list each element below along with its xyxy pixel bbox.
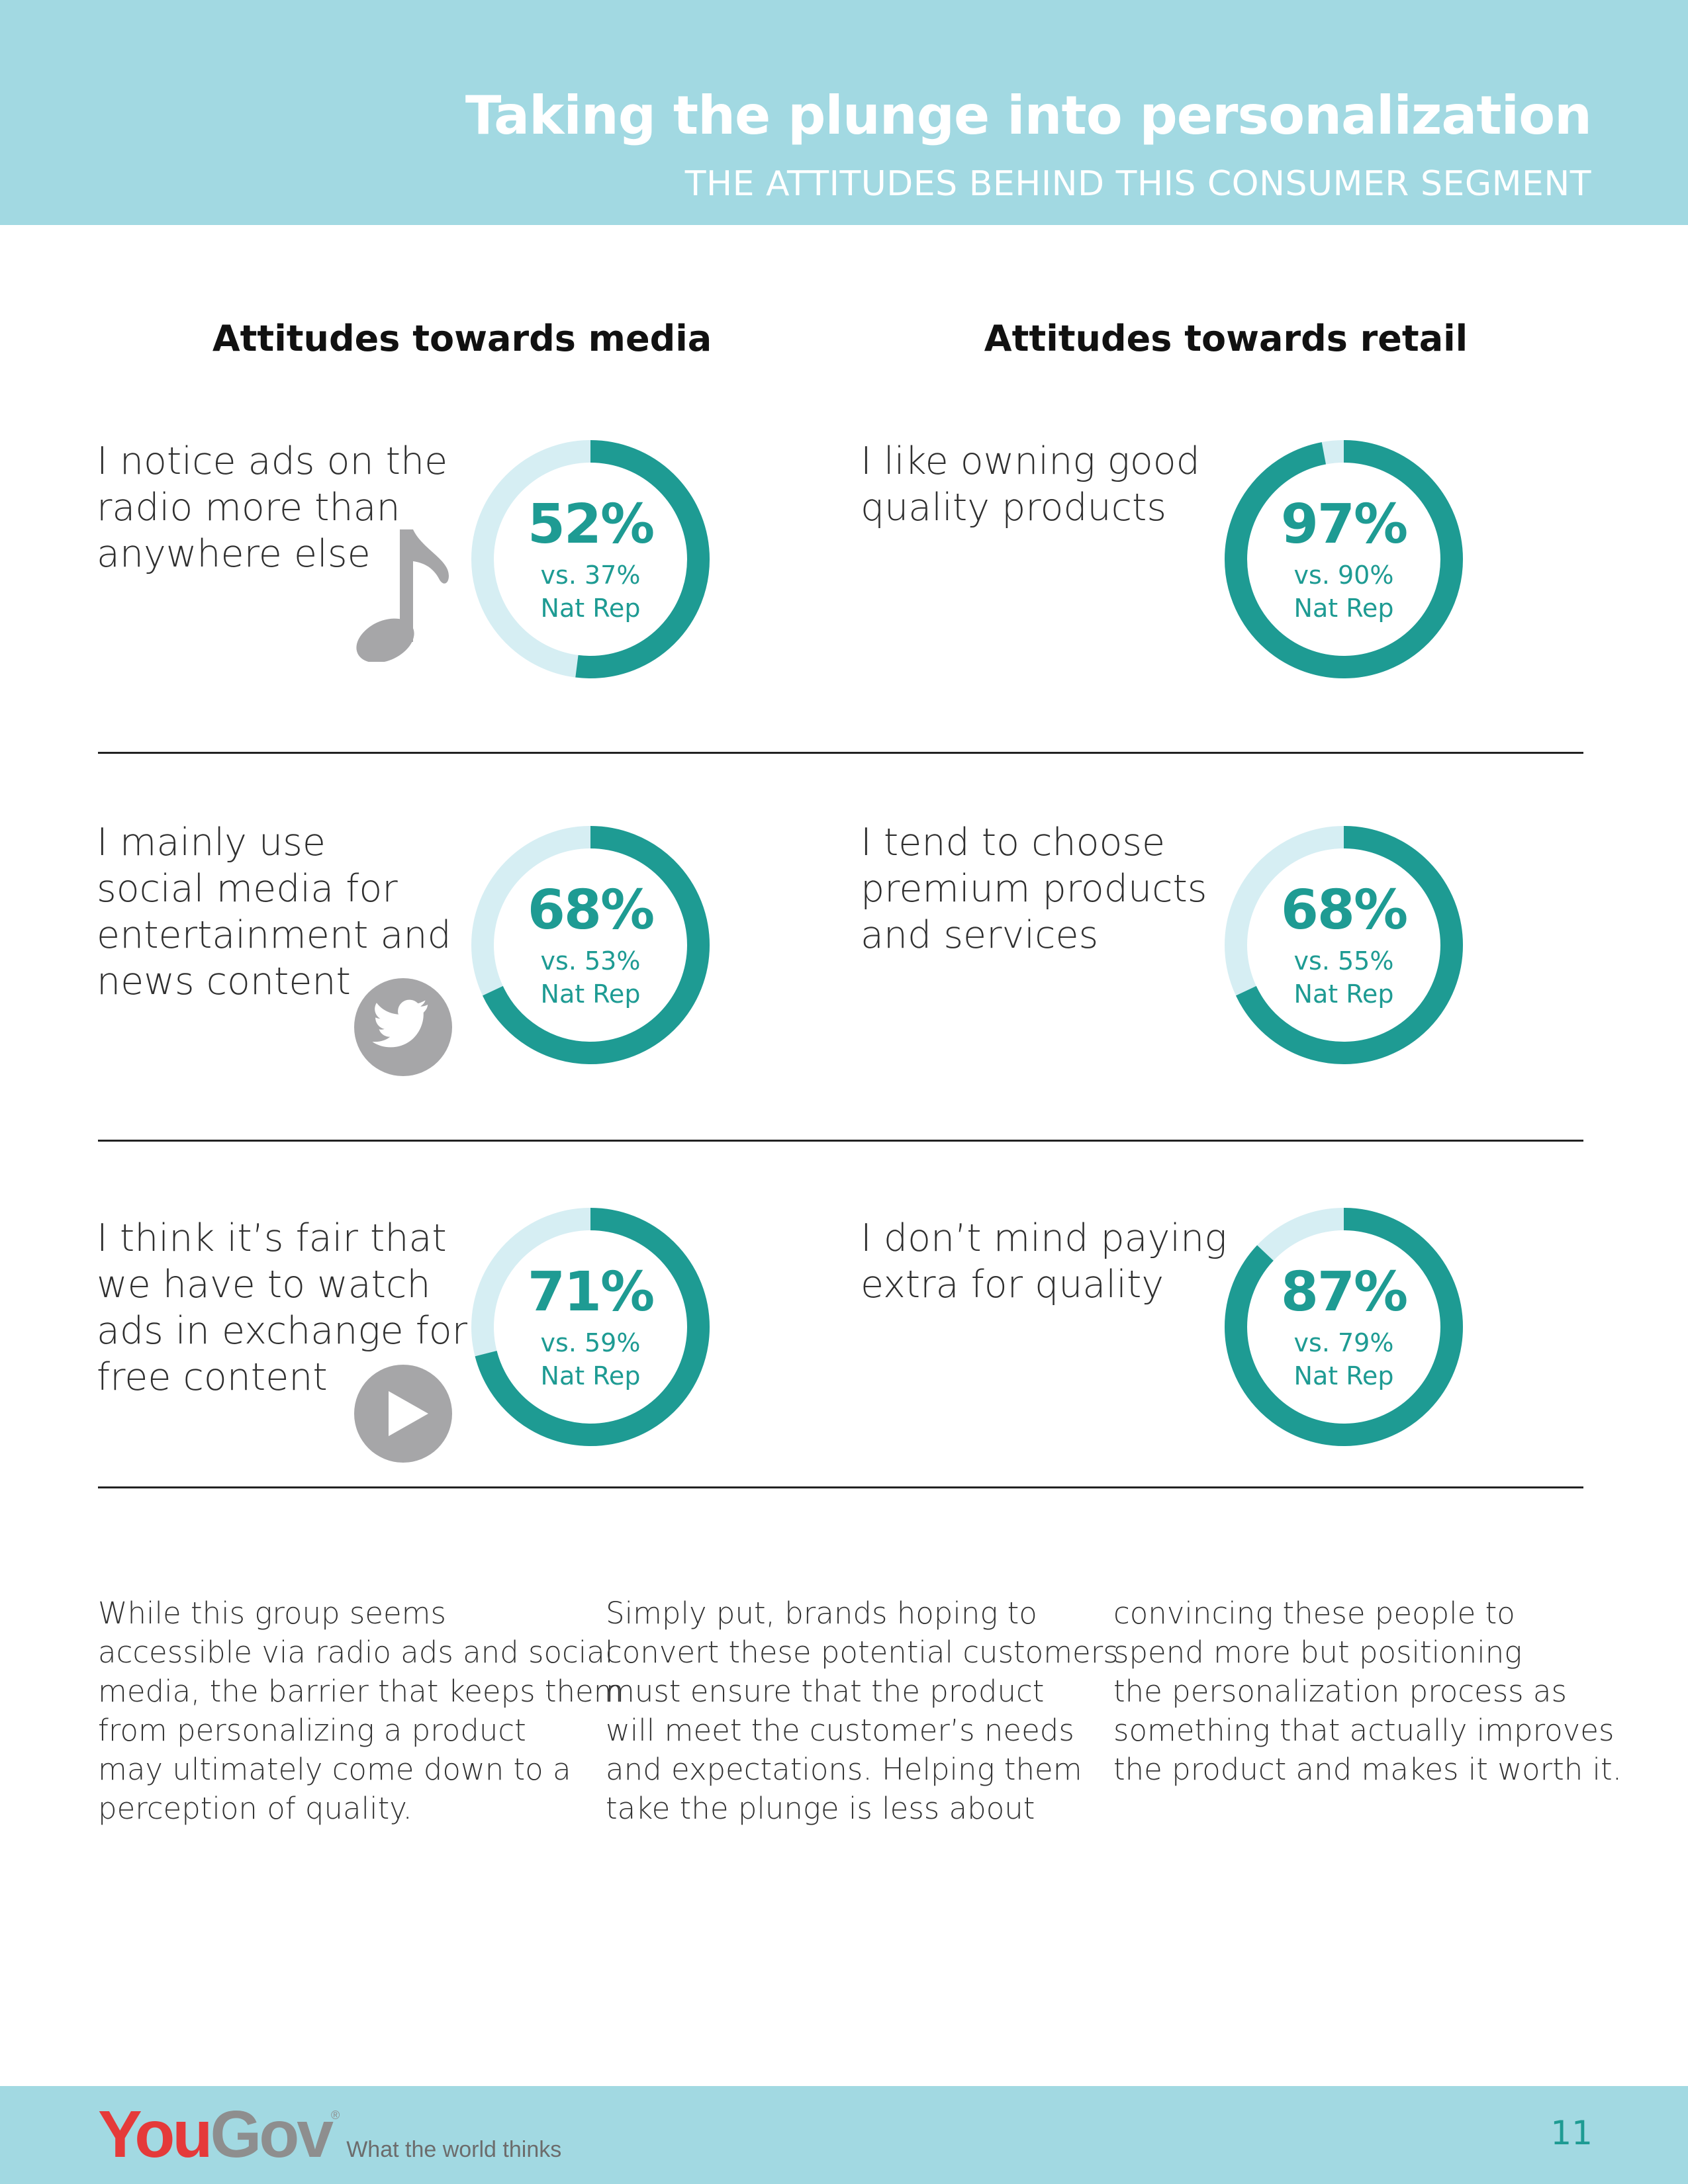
statement-line: I mainly use — [97, 821, 326, 864]
page-subtitle: THE ATTITUDES BEHIND THIS CONSUMER SEGME… — [684, 164, 1591, 204]
statement-line: I like owning good — [861, 439, 1200, 483]
statement-line: I don’t mind paying — [861, 1216, 1227, 1260]
statement-line: I tend to choose — [861, 821, 1166, 864]
donut-chart: 87% vs. 79% Nat Rep — [1225, 1208, 1463, 1446]
donut-comparison: vs. 53% — [540, 946, 641, 976]
media-statement-2: I mainly use social media for entertainm… — [97, 819, 451, 1005]
media-statement-3: I think it’s fair that we have to watch … — [97, 1215, 467, 1400]
donut-percent: 87% — [1280, 1261, 1408, 1324]
paragraph-line: something that actually improves — [1113, 1713, 1615, 1748]
donut-ring — [471, 440, 710, 678]
media-statement-1: I notice ads on the radio more than anyw… — [97, 438, 447, 577]
donut-comparison: vs. 59% — [540, 1328, 641, 1357]
donut-value-arc — [1225, 826, 1463, 1064]
paragraph-line: and expectations. Helping them — [606, 1752, 1082, 1787]
donut-value-arc — [1225, 440, 1463, 678]
donut-comparison: vs. 55% — [1293, 946, 1394, 976]
statement-line: I think it’s fair that — [97, 1216, 447, 1260]
paragraph-line: the product and makes it worth it. — [1113, 1752, 1622, 1787]
donut-percent: 68% — [527, 879, 655, 942]
media-column-heading: Attitudes towards media — [212, 318, 712, 359]
yougov-logo: YouGov® What the world thinks — [98, 2097, 561, 2173]
logo-gov: Gov — [210, 2097, 333, 2171]
donut-comparison: vs. 79% — [1293, 1328, 1394, 1357]
paragraph-line: While this group seems — [98, 1596, 446, 1631]
statement-line: quality products — [861, 486, 1167, 529]
donut-nat-rep-label: Nat Rep — [540, 1361, 641, 1390]
statement-line: ads in exchange for — [97, 1309, 468, 1353]
statement-line: radio more than — [97, 486, 400, 529]
page-header: Taking the plunge into personalization T… — [0, 0, 1688, 225]
statement-line: premium products — [861, 867, 1207, 911]
logo-tagline: What the world thinks — [346, 2137, 562, 2162]
donut-chart: 68% vs. 53% Nat Rep — [471, 826, 710, 1064]
retail-statement-1: I like owning good quality products — [861, 438, 1200, 531]
page-number: 11 — [1550, 2114, 1593, 2152]
paragraph-line: perception of quality. — [98, 1791, 412, 1826]
donut-comparison: vs. 37% — [540, 561, 641, 590]
donut-nat-rep-label: Nat Rep — [1293, 594, 1394, 623]
statement-line: news content — [97, 960, 351, 1003]
paragraph-line: media, the barrier that keeps them — [98, 1674, 623, 1709]
paragraph-line: take the plunge is less about — [606, 1791, 1035, 1826]
paragraph-line: spend more but positioning — [1113, 1635, 1523, 1670]
donut-chart: 68% vs. 55% Nat Rep — [1225, 826, 1463, 1064]
donut-ring — [1225, 440, 1463, 678]
donut-nat-rep-label: Nat Rep — [1293, 1361, 1394, 1390]
paragraph-line: must ensure that the product — [606, 1674, 1045, 1709]
donut-value-arc — [471, 1208, 710, 1446]
body-paragraph-3: convincing these people to spend more bu… — [1113, 1594, 1622, 1789]
logo-registered-mark: ® — [330, 2109, 340, 2122]
donut-value-arc — [1225, 1208, 1463, 1446]
donut-ring — [471, 1208, 710, 1446]
donut-percent: 68% — [1280, 879, 1408, 942]
donut-percent: 52% — [527, 493, 655, 556]
statement-line: I notice ads on the — [97, 439, 448, 483]
statement-line: anywhere else — [97, 532, 371, 576]
twitter-bird-icon — [354, 978, 452, 1076]
music-note-icon — [350, 523, 455, 663]
donut-chart: 97% vs. 90% Nat Rep — [1225, 440, 1463, 678]
page-footer — [0, 2086, 1688, 2184]
retail-column-heading: Attitudes towards retail — [984, 318, 1468, 359]
donut-value-arc — [471, 826, 710, 1064]
paragraph-line: accessible via radio ads and social — [98, 1635, 614, 1670]
paragraph-line: will meet the customer’s needs — [606, 1713, 1074, 1748]
paragraph-line: Simply put, brands hoping to — [606, 1596, 1037, 1631]
retail-statement-2: I tend to choose premium products and se… — [861, 819, 1207, 958]
donut-nat-rep-label: Nat Rep — [540, 979, 641, 1009]
paragraph-line: from personalizing a product — [98, 1713, 526, 1748]
donut-ring — [1225, 1208, 1463, 1446]
paragraph-line: convert these potential customers — [606, 1635, 1119, 1670]
donut-nat-rep-label: Nat Rep — [540, 594, 641, 623]
statement-line: we have to watch — [97, 1263, 431, 1306]
donut-ring — [1225, 826, 1463, 1064]
divider — [98, 1140, 1583, 1142]
logo-you: You — [98, 2097, 212, 2171]
donut-comparison: vs. 90% — [1293, 561, 1394, 590]
paragraph-line: the personalization process as — [1113, 1674, 1567, 1709]
body-paragraph-1: While this group seems accessible via ra… — [98, 1594, 623, 1828]
body-paragraph-2: Simply put, brands hoping to convert the… — [606, 1594, 1119, 1828]
donut-nat-rep-label: Nat Rep — [1293, 979, 1394, 1009]
divider — [98, 752, 1583, 754]
donut-chart: 71% vs. 59% Nat Rep — [471, 1208, 710, 1446]
paragraph-line: may ultimately come down to a — [98, 1752, 571, 1787]
donut-ring — [471, 826, 710, 1064]
statement-line: extra for quality — [861, 1263, 1164, 1306]
statement-line: free content — [97, 1355, 328, 1399]
donut-percent: 97% — [1280, 493, 1408, 556]
page-title: Taking the plunge into personalization — [465, 85, 1592, 146]
statement-line: and services — [861, 913, 1099, 957]
retail-statement-3: I don’t mind paying extra for quality — [861, 1215, 1227, 1308]
donut-percent: 71% — [527, 1261, 655, 1324]
play-icon — [354, 1365, 452, 1463]
divider — [98, 1486, 1583, 1488]
paragraph-line: convincing these people to — [1113, 1596, 1515, 1631]
statement-line: social media for — [97, 867, 398, 911]
statement-line: entertainment and — [97, 913, 451, 957]
donut-value-arc — [471, 440, 710, 678]
donut-chart: 52% vs. 37% Nat Rep — [471, 440, 710, 678]
